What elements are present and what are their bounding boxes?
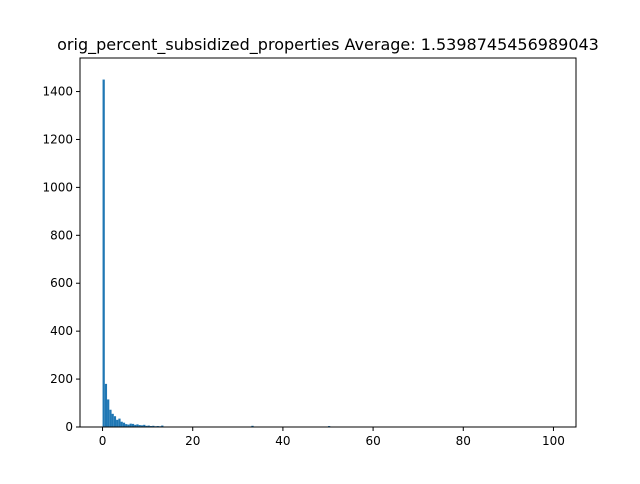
histogram-bar [161, 425, 164, 427]
histogram-bar [138, 425, 141, 427]
y-axis: 0 200 400 600 800 1000 1200 1400 [42, 85, 80, 434]
x-tick-label: 20 [185, 434, 200, 448]
y-tick-label: 600 [50, 276, 73, 290]
y-tick-label: 800 [50, 228, 73, 242]
histogram-bar [134, 424, 137, 427]
histogram-bar [145, 425, 148, 427]
chart-title: orig_percent_subsidized_properties Avera… [57, 35, 599, 55]
y-tick-label: 1400 [42, 85, 73, 99]
y-tick-label: 1200 [42, 132, 73, 146]
histogram-bar [152, 425, 155, 427]
histogram-bar [118, 418, 121, 427]
histogram-bar [113, 416, 117, 427]
x-axis: 0 20 40 60 80 100 [99, 427, 565, 448]
plot-frame [79, 57, 577, 428]
histogram-bar [125, 424, 128, 427]
histogram-bar [136, 424, 139, 427]
histogram-bar [147, 425, 150, 427]
x-tick-label: 40 [275, 434, 290, 448]
histogram-bar [143, 424, 146, 427]
histogram-bar [140, 425, 144, 427]
y-tick-label: 1000 [42, 180, 73, 194]
histogram-bar [109, 409, 112, 427]
histogram-bar [120, 421, 123, 427]
histogram-bar [131, 423, 135, 427]
histogram-bar [122, 422, 126, 427]
histogram-bar [104, 383, 108, 427]
histogram-bar [129, 423, 132, 427]
x-tick-label: 60 [365, 434, 380, 448]
y-tick-label: 200 [50, 372, 73, 386]
histogram-bar [116, 419, 119, 427]
histogram-bar [102, 79, 105, 427]
histogram-bar [107, 399, 110, 427]
x-tick-label: 80 [456, 434, 471, 448]
x-tick-label: 0 [99, 434, 107, 448]
histogram-bar [251, 425, 254, 427]
y-tick-label: 0 [65, 420, 73, 434]
y-tick-label: 400 [50, 324, 73, 338]
x-tick-label: 100 [542, 434, 565, 448]
histogram-bar [111, 413, 114, 427]
histogram-bar [127, 424, 130, 427]
